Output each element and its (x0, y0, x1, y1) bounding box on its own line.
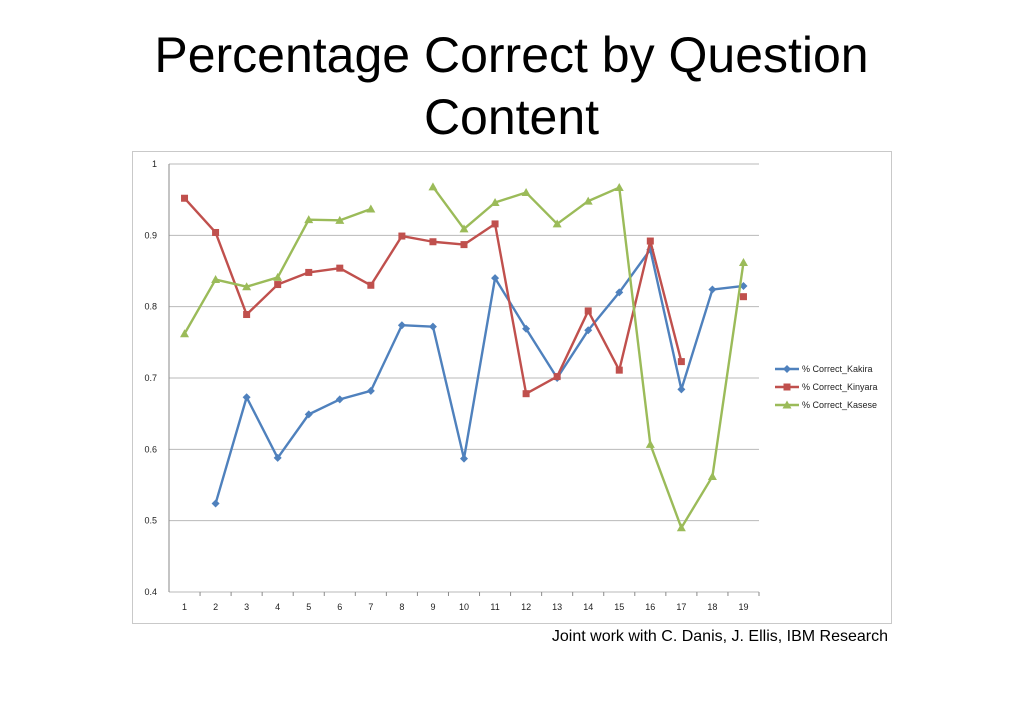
data-point (336, 264, 344, 272)
data-point (367, 281, 375, 289)
data-point (273, 272, 283, 281)
data-point (739, 281, 748, 290)
data-point (553, 373, 561, 381)
data-point (708, 285, 717, 294)
x-tick-label: 8 (399, 602, 404, 612)
x-tick-label: 9 (430, 602, 435, 612)
data-point (522, 390, 530, 398)
series-line (214, 248, 744, 504)
series-line (183, 197, 683, 395)
data-point (522, 324, 531, 333)
data-point (243, 311, 251, 319)
x-tick-label: 19 (738, 602, 748, 612)
data-point (615, 366, 623, 374)
x-tick-label: 12 (521, 602, 531, 612)
x-tick-label: 10 (459, 602, 469, 612)
data-point (645, 439, 655, 448)
series-2 (181, 194, 747, 398)
data-point (242, 393, 251, 402)
slide-title-line-2: Content (423, 89, 600, 145)
data-point (397, 321, 406, 330)
data-point (366, 204, 376, 213)
y-tick-label: 0.4 (144, 587, 157, 597)
legend-marker (783, 383, 791, 391)
data-point (490, 198, 500, 207)
series-line (431, 186, 745, 529)
data-point (335, 395, 344, 404)
data-point (305, 268, 313, 276)
data-point (460, 454, 468, 463)
credit-text: Joint work with C. Danis, J. Ellis, IBM … (551, 628, 888, 645)
slide-title: Percentage Correct by Question Content (0, 24, 1023, 148)
x-tick-label: 13 (552, 602, 562, 612)
data-point (677, 358, 685, 366)
data-point (212, 228, 220, 236)
data-point (460, 241, 468, 249)
y-tick-label: 0.7 (144, 373, 157, 383)
data-point (552, 219, 562, 228)
x-tick-label: 6 (337, 602, 342, 612)
data-point (274, 281, 282, 289)
slide-title-line-1: Percentage Correct by Question (154, 27, 869, 83)
data-point (428, 322, 437, 331)
x-tick-label: 5 (306, 602, 311, 612)
data-point (211, 275, 221, 284)
x-tick-label: 4 (275, 602, 280, 612)
line-chart: 0.40.50.60.70.80.911 2 3 4 5 6 7 8 9 10 11 12 13 14 15… (144, 159, 878, 612)
data-point (646, 237, 654, 245)
data-point (491, 274, 500, 283)
legend-label: % Correct_Kinyara (802, 382, 878, 392)
data-point (521, 188, 531, 197)
data-point (738, 257, 748, 266)
chart-legend: % Correct_Kakira % Correct_Kinyara % Corre… (775, 364, 878, 410)
legend-marker (782, 400, 792, 409)
data-point (707, 471, 717, 480)
data-point (584, 326, 593, 335)
data-point (676, 523, 686, 532)
x-tick-label: 7 (368, 602, 373, 612)
data-point (211, 499, 220, 508)
legend-marker (783, 365, 791, 373)
x-tick-label: 3 (244, 602, 249, 612)
x-tick-label: 14 (583, 602, 593, 612)
x-tick-label: 17 (676, 602, 686, 612)
x-tick-label: 2 (213, 602, 218, 612)
legend-label: % Correct_Kasese (802, 400, 877, 410)
x-tick-label: 1 (182, 602, 187, 612)
data-point (614, 183, 624, 192)
y-tick-label: 0.9 (144, 230, 157, 240)
data-point (304, 410, 313, 419)
data-point (304, 215, 314, 224)
x-tick-label: 16 (645, 602, 655, 612)
data-point (273, 453, 282, 462)
x-tick-label: 15 (614, 602, 624, 612)
data-point (583, 196, 593, 205)
y-tick-label: 1 (152, 159, 157, 169)
data-point (366, 386, 375, 395)
y-tick-label: 0.6 (144, 444, 157, 454)
data-point (677, 385, 686, 394)
data-point (739, 293, 747, 301)
data-point (180, 329, 190, 338)
y-tick-label: 0.8 (144, 302, 157, 312)
data-point (181, 194, 189, 202)
data-point (459, 224, 469, 233)
data-point (335, 215, 345, 224)
data-point (615, 288, 624, 297)
chart-frame: 0.4 0.5 0.6 0.7 0.8 0.9 1 1 2 3 4 5 6 7 8 9 10 11 12 13 14 15… (132, 151, 892, 624)
series-3 (180, 182, 748, 532)
data-point (398, 232, 406, 240)
data-point (429, 238, 437, 246)
x-tick-label: 18 (707, 602, 717, 612)
data-point (584, 307, 592, 315)
y-tick-label: 0.5 (144, 516, 157, 526)
series-1 (211, 245, 748, 508)
data-point (242, 282, 252, 291)
legend-label: % Correct_Kakira (802, 364, 873, 374)
data-point (428, 182, 438, 191)
data-point (491, 220, 499, 228)
x-tick-label: 11 (490, 602, 499, 612)
